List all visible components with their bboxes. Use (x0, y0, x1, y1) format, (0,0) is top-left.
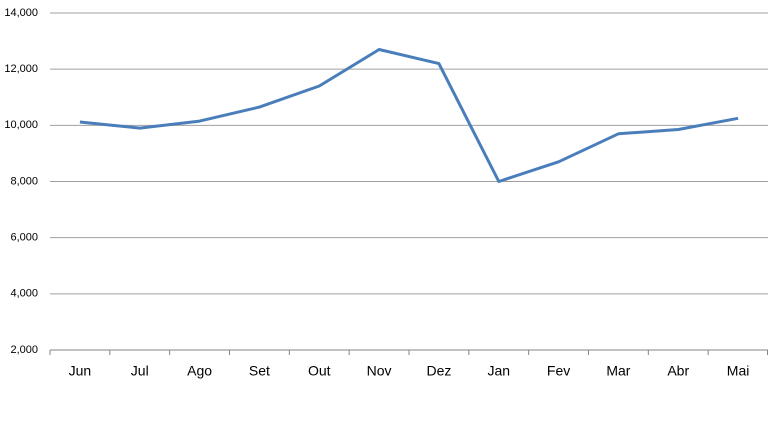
y-tick-label: 4,000 (10, 288, 38, 300)
x-tick-label: Ago (187, 363, 212, 379)
x-tick-label: Fev (547, 363, 570, 379)
y-tick-label: 8,000 (10, 175, 38, 187)
y-tick-label: 12,000 (4, 63, 38, 75)
y-tick-label: 14,000 (4, 7, 38, 19)
x-tick-label: Set (249, 363, 270, 379)
x-tick-label: Out (308, 363, 331, 379)
y-tick-label: 10,000 (4, 119, 38, 131)
y-tick-label: 6,000 (10, 232, 38, 244)
x-tick-label: Mai (727, 363, 750, 379)
y-tick-label: 2,000 (10, 344, 38, 356)
x-tick-label: Jan (487, 363, 510, 379)
x-tick-label: Abr (667, 363, 689, 379)
data-line (79, 48, 739, 183)
x-tick-label: Dez (426, 363, 451, 379)
x-tick-label: Mar (606, 363, 630, 379)
x-tick-label: Jul (131, 363, 149, 379)
x-tick-label: Jun (69, 363, 92, 379)
x-tick-label: Nov (367, 363, 392, 379)
